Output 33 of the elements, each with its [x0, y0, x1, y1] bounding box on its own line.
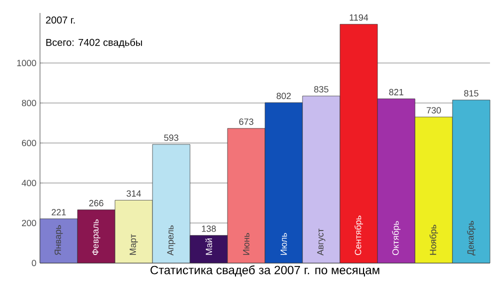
y-tick-label: 600: [22, 140, 36, 146]
data-label: 593: [164, 134, 178, 141]
x-tick-label: Май: [205, 238, 212, 255]
data-label: 266: [89, 200, 104, 206]
y-tick-label: 800: [22, 100, 36, 106]
data-label: 138: [202, 226, 216, 232]
y-tick-label: 0: [32, 260, 36, 266]
x-tick-label: Февраль: [92, 219, 100, 255]
x-tick-label: Август: [317, 228, 326, 256]
annotation: Всего: 7402 свадьбы: [46, 38, 142, 48]
data-label: 815: [464, 90, 478, 96]
x-tick-label: Октябрь: [392, 221, 400, 256]
data-label: 1194: [350, 14, 368, 21]
data-label: 314: [126, 190, 141, 197]
data-label: 221: [52, 209, 66, 216]
x-tick-label: Сентябрь: [354, 216, 363, 256]
data-label: 730: [426, 107, 441, 114]
x-axis-title: Статистика свадеб за 2007 г. по месяцам: [150, 265, 380, 277]
x-tick-label: Декабрь: [467, 220, 476, 256]
y-tick-label: 1000: [17, 60, 36, 66]
x-tick-label: Июнь: [243, 233, 250, 255]
y-tick-label: 400: [22, 180, 36, 186]
x-tick-label: Ноябрь: [430, 224, 438, 255]
y-tick-label: 200: [22, 220, 36, 226]
data-label: 802: [276, 92, 291, 100]
data-label: 673: [239, 118, 254, 125]
x-tick-label: Июль: [280, 232, 287, 255]
data-label: 835: [314, 86, 328, 92]
x-tick-label: Март: [130, 234, 138, 255]
annotation: 2007 г.: [46, 16, 75, 24]
x-tick-label: Апрель: [167, 225, 176, 256]
x-tick-label: Январь: [54, 225, 63, 256]
data-label: 821: [389, 88, 404, 96]
